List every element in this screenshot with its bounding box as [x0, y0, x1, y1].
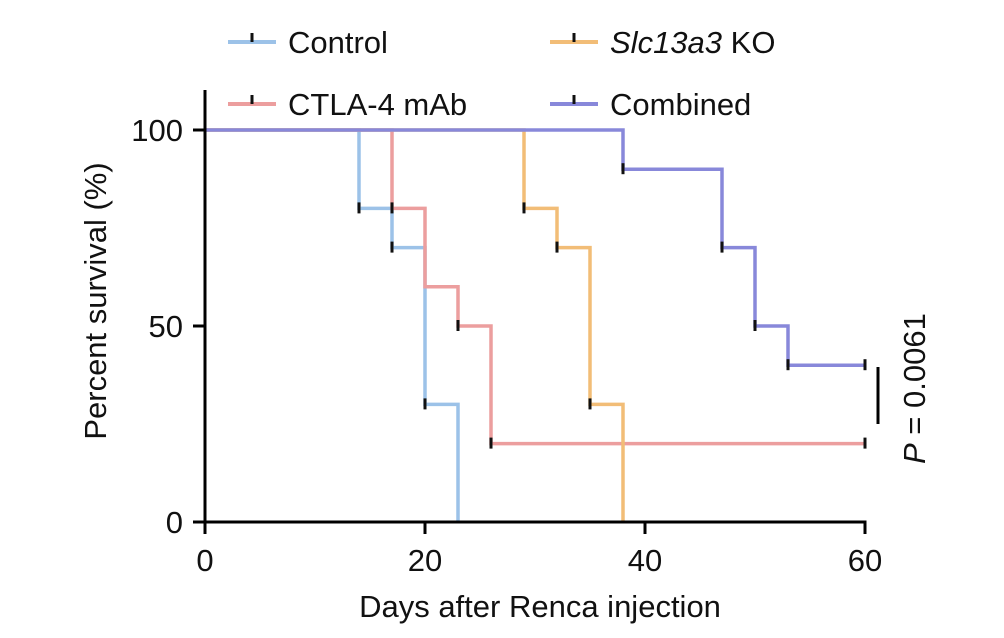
- legend-label-control: Control: [288, 25, 388, 60]
- y-tick-label: 50: [149, 309, 183, 344]
- survival-curves: [205, 128, 867, 522]
- p-value-label: P = 0.0061: [897, 313, 932, 464]
- x-tick-label: 60: [848, 543, 882, 578]
- legend-label-slc13a3-ko: Slc13a3 KO: [610, 25, 775, 60]
- x-axis-title: Days after Renca injection: [359, 589, 721, 624]
- y-tick-label: 100: [131, 113, 183, 148]
- x-tick-label: 20: [408, 543, 442, 578]
- series-line-combined: [205, 128, 865, 367]
- p-value-text: = 0.0061: [897, 313, 932, 443]
- y-tick-label: 0: [166, 505, 183, 540]
- p-value-annotation: P = 0.0061: [876, 313, 932, 464]
- legend-label-rest: KO: [722, 25, 775, 60]
- y-axis-title: Percent survival (%): [78, 162, 113, 439]
- series-line-control: [205, 128, 460, 522]
- p-value-italic: P: [897, 443, 932, 464]
- legend-label-italic: Slc13a3: [610, 25, 722, 60]
- series-line-slc13a3-ko: [205, 128, 625, 522]
- legend-label-combined: Combined: [610, 87, 751, 122]
- x-tick-label: 40: [628, 543, 662, 578]
- series-line-ctla-4-mab: [205, 128, 865, 446]
- legend-label-ctla-4-mab: CTLA-4 mAb: [288, 87, 467, 122]
- x-tick-label: 0: [196, 543, 213, 578]
- axes: 0 50 100 0 20 40 60 Days after Renca injection P…: [78, 90, 882, 624]
- legend: Control CTLA-4 mAb Slc13a3 KO Combined: [228, 25, 775, 122]
